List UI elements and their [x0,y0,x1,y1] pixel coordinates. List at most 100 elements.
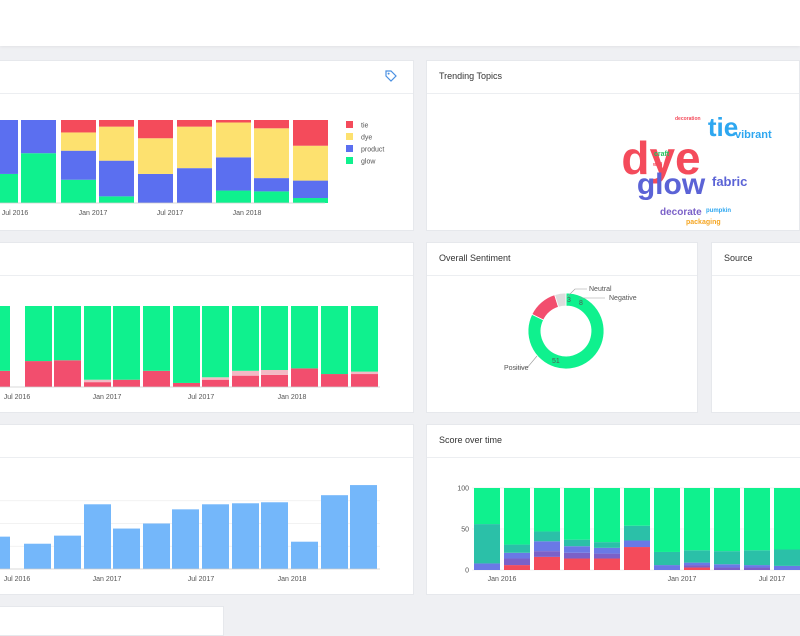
bar-segment-tie [99,120,134,127]
bar-segment-green [654,488,680,552]
bar-segment-negative [202,379,229,387]
donut-slice-positive [527,292,605,370]
bar-segment-blue [744,565,770,568]
callout-line [515,355,538,369]
x-tick-label: Jul 2017 [188,394,215,401]
bar-segment-product [177,168,212,203]
word-cloud-word: pumpkin [706,208,731,214]
legend-swatch-dye [346,133,353,140]
source-card: Source [711,242,800,413]
bar-segment-green [774,488,800,550]
positive-label: Positive [504,365,529,372]
bar-segment-negative [25,361,52,387]
x-tick-label: Jan 2016 [488,576,517,583]
volume-bar [143,523,170,569]
top-bar [0,0,800,46]
bar-segment-negative [84,382,111,387]
bar-segment-green [594,488,620,543]
sentiment-bars-chart: Jul 2016 Jan 2017 Jul 2017 Jan 2018 [0,306,380,401]
bar-segment-teal [564,539,590,547]
bar-segment-negative [0,370,10,387]
bar-segment-tie [254,120,289,129]
card-header [0,425,413,458]
bar-segment-red [624,547,650,570]
legend-label-product: product [361,147,384,154]
bar-segment-teal [504,544,530,553]
bar-segment-positive [84,306,111,380]
bar-segment-tie [216,120,251,123]
bar-segment-blue [774,565,800,570]
bar-segment-teal [624,525,650,541]
bar-segment-negative [291,368,318,387]
bar-segment-purple [564,552,590,559]
word-cloud-word: decoration [675,116,701,122]
bar-segment-product [293,180,328,199]
bar-segment-blue [474,563,500,570]
bar-segment-teal [534,531,560,542]
bar-segment-red [504,565,530,570]
volume-bar [350,485,377,569]
bar-segment-negative [261,374,288,387]
card-header [0,61,413,94]
negative-value: 8 [579,300,583,307]
word-cloud-word: craft [654,151,670,158]
bar-segment-dye [177,126,212,169]
bar-segment-blue [504,552,530,559]
donut-slice-neutral [554,292,567,308]
bar-segment-neutral [202,377,229,380]
bar-segment-positive [54,306,81,361]
bar-segment-purple [534,551,560,557]
bar-segment-tie [138,120,173,139]
bar-segment-teal [714,551,740,565]
bar-segment-positive [232,306,259,371]
bar-segment-teal [474,524,500,564]
bar-segment-dye [61,132,96,151]
bar-segment-green [714,488,740,552]
bar-segment-positive [202,306,229,378]
volume-bar [172,509,199,569]
bar-segment-green [684,488,710,551]
bar-segment-product [21,120,56,154]
x-tick-label: Jan 2017 [93,576,122,583]
word-cloud-word: decorate [660,207,702,218]
bottom-card [0,606,224,636]
bar-segment-blue [564,546,590,553]
donut-slice-negative [531,294,560,321]
y-tick-label: 0 [465,568,469,575]
x-tick-label: Jul 2017 [759,576,786,583]
volume-bar [202,504,229,569]
x-tick-label: Jul 2016 [4,576,31,583]
bar-segment-green [564,488,590,540]
bar-segment-tie [177,120,212,127]
x-tick-label: Jan 2017 [668,576,697,583]
callout-line [566,288,587,298]
bar-segment-negative [54,360,81,387]
bar-segment-negative [173,382,200,387]
x-tick-label: Jan 2018 [278,576,307,583]
bar-segment-blue [534,541,560,552]
bar-segment-purple [504,558,530,566]
bar-segment-positive [143,306,170,371]
bar-segment-dye [99,126,134,161]
card-title: Source [724,253,753,263]
bar-segment-tie [293,120,328,146]
bar-segment-teal [594,542,620,548]
bar-segment-purple [744,567,770,570]
bar-segment-glow [254,191,289,203]
overall-sentiment-card: Overall Sentiment Neutral Negative Positiv… [426,242,698,413]
bar-segment-dye [293,145,328,181]
legend-swatch-glow [346,157,353,164]
bar-segment-neutral [84,379,111,383]
tag-icon[interactable] [384,69,398,83]
x-tick-label: Jan 2017 [93,394,122,401]
bar-segment-positive [291,306,318,369]
bar-segment-negative [321,374,348,387]
volume-bar [24,543,51,569]
bar-segment-blue [684,562,710,566]
bar-segment-teal [744,550,770,566]
bar-segment-product [138,173,173,203]
bar-segment-purple [714,567,740,570]
volume-bar [321,495,348,569]
bar-segment-glow [21,153,56,203]
